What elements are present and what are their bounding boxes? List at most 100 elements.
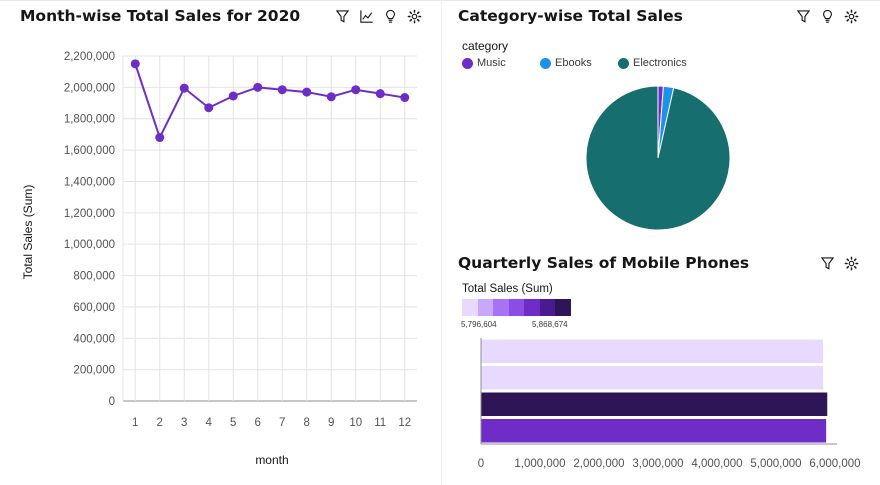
ramp-swatch: [462, 299, 478, 316]
y-tick-label: 0: [109, 396, 115, 408]
bar-x-tick-label: 4,000,000: [691, 458, 742, 470]
bar-legend-title: Total Sales (Sum): [462, 283, 553, 295]
y-tick-label: 1,400,000: [64, 176, 115, 188]
settings-gear-icon[interactable]: [406, 8, 422, 24]
x-tick-label: 7: [279, 417, 285, 429]
pie-legend-label: Electronics: [633, 57, 687, 69]
music-swatch: [462, 57, 473, 69]
x-tick-label: 5: [230, 417, 236, 429]
bar-x-tick-label: 6,000,000: [809, 458, 860, 470]
line-data-point: [204, 103, 214, 113]
line-data-point: [228, 91, 238, 101]
ramp-swatch: [539, 299, 555, 316]
line-chart-x-ticks: 1 2 3 4 5 6 7 8 9 10 11 12: [132, 417, 411, 429]
bar-chart: 0 1,000,000 2,000,000 3,000,000 4,000,000 5,0…: [478, 338, 861, 470]
y-tick-label: 600,000: [73, 302, 115, 314]
y-tick-label: 1,800,000: [64, 114, 115, 126]
line-data-point: [253, 82, 263, 92]
bar-x-tick-label: 3,000,000: [632, 458, 683, 470]
line-data-point: [326, 92, 336, 102]
x-tick-label: 9: [328, 417, 334, 429]
x-tick-label: 12: [398, 417, 411, 429]
bar-series: [481, 339, 828, 443]
bar-x-tick-label: 1,000,000: [514, 458, 565, 470]
line-chart-y-label: Total Sales (Sum): [21, 185, 35, 280]
bar-rect: [481, 392, 828, 416]
bar-color-ramp-max: 5,868,674: [532, 320, 568, 329]
electronics-swatch: [618, 57, 629, 69]
x-tick-label: 10: [349, 417, 362, 429]
pie-legend-label: Ebooks: [555, 57, 592, 69]
bar-rect: [481, 339, 823, 363]
line-chart-toolbar: [334, 8, 422, 24]
x-tick-label: 4: [206, 417, 213, 429]
insight-bulb-icon[interactable]: [382, 8, 398, 24]
pie-legend-item-ebooks[interactable]: Ebooks: [540, 57, 592, 69]
x-tick-label: 11: [374, 417, 386, 429]
y-tick-label: 400,000: [73, 333, 115, 345]
filter-icon[interactable]: [334, 8, 350, 24]
ramp-swatch: [524, 299, 540, 316]
y-tick-label: 800,000: [73, 271, 115, 283]
x-tick-label: 3: [181, 417, 187, 429]
line-chart-x-label: month: [255, 453, 288, 467]
bar-color-ramp: [462, 299, 571, 316]
pie-legend-item-electronics[interactable]: Electronics: [618, 57, 687, 69]
bar-chart-x-ticks: 0 1,000,000 2,000,000 3,000,000 4,000,000 5,0…: [478, 458, 861, 470]
ramp-swatch: [477, 299, 493, 316]
bar-x-tick-label: 0: [478, 458, 484, 470]
y-tick-label: 2,200,000: [64, 51, 115, 63]
settings-gear-icon[interactable]: [843, 255, 859, 271]
bar-chart-axes: [480, 338, 837, 445]
ramp-swatch: [555, 299, 571, 316]
pie-legend-item-music[interactable]: Music: [462, 57, 506, 69]
bar-x-tick-label: 2,000,000: [573, 458, 624, 470]
pie-legend-title: category: [462, 39, 509, 53]
line-chart-title: Month-wise Total Sales for 2020: [20, 7, 301, 25]
bar-x-tick-label: 5,000,000: [750, 458, 801, 470]
bar-color-ramp-min: 5,796,604: [461, 320, 497, 329]
y-tick-label: 2,000,000: [64, 82, 115, 94]
pie-slice-electronics: [585, 85, 731, 231]
top-border: [0, 0, 880, 1]
x-tick-label: 2: [157, 417, 163, 429]
line-data-point: [130, 59, 140, 69]
y-tick-label: 1,000,000: [64, 239, 115, 251]
x-tick-label: 1: [132, 417, 138, 429]
y-tick-label: 200,000: [73, 365, 115, 377]
filter-icon[interactable]: [819, 255, 835, 271]
bar-rect: [481, 419, 827, 443]
ramp-swatch: [508, 299, 524, 316]
line-series-path: [134, 63, 405, 141]
line-chart: 0 200,000 400,000 600,000 800,000 1,000,000 1,…: [21, 51, 417, 467]
pie-chart-title: Category-wise Total Sales: [458, 7, 683, 25]
pie-chart: [585, 85, 731, 231]
x-tick-label: 8: [304, 417, 310, 429]
line-data-point: [155, 133, 165, 143]
line-data-point: [375, 89, 385, 99]
bar-chart-toolbar: [819, 255, 859, 271]
line-chart-grid: [122, 55, 417, 402]
settings-gear-icon[interactable]: [843, 8, 859, 24]
y-tick-label: 1,200,000: [64, 208, 115, 220]
insight-bulb-icon[interactable]: [819, 8, 835, 24]
line-chart-y-ticks: 0 200,000 400,000 600,000 800,000 1,000,000 1,…: [64, 51, 115, 408]
y-tick-label: 1,600,000: [64, 145, 115, 157]
filter-icon[interactable]: [795, 8, 811, 24]
pie-slices: [585, 85, 731, 231]
pie-chart-toolbar: [795, 8, 859, 24]
line-data-point: [302, 87, 312, 97]
pie-legend-label: Music: [477, 57, 506, 69]
bar-rect: [481, 366, 824, 390]
bar-chart-title: Quarterly Sales of Mobile Phones: [458, 254, 750, 272]
line-series-points: [130, 59, 410, 143]
line-data-point: [400, 93, 410, 103]
line-data-point: [277, 85, 287, 95]
x-tick-label: 6: [255, 417, 261, 429]
line-data-point: [179, 83, 189, 93]
panel-divider: [441, 0, 442, 485]
ebooks-swatch: [540, 57, 551, 69]
line-data-point: [351, 85, 361, 95]
ramp-swatch: [493, 299, 509, 316]
chart-type-icon[interactable]: [358, 8, 374, 24]
